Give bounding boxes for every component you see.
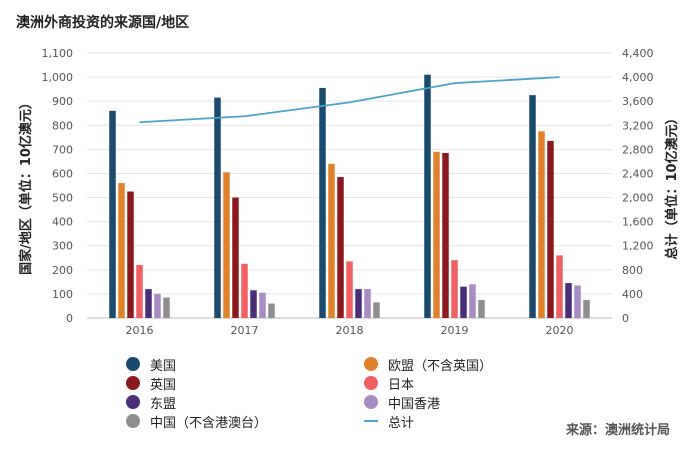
- bar: [163, 297, 170, 318]
- legend: 美国 欧盟（不含英国） 英国 日本 东盟 中国香港 中国（不含港澳台） 总计: [126, 355, 546, 435]
- x-tick-label: 2016: [126, 324, 154, 337]
- bar: [250, 290, 257, 318]
- y2-tick-label: 1,600: [622, 216, 654, 229]
- y2-tick-label: 800: [622, 264, 643, 277]
- y2-tick-label: 4,000: [622, 71, 654, 84]
- x-tick-label: 2020: [546, 324, 574, 337]
- y-tick-label: 300: [52, 240, 73, 253]
- bar: [529, 95, 536, 318]
- legend-swatch-japan: [364, 376, 378, 390]
- bar: [442, 152, 449, 318]
- x-tick-label: 2018: [336, 324, 364, 337]
- bar: [127, 191, 134, 318]
- legend-item-japan: 日本: [364, 374, 415, 393]
- y-tick-label: 0: [66, 312, 73, 325]
- bar: [355, 289, 362, 318]
- legend-swatch-asean: [126, 395, 140, 409]
- y-axis-title: 国家/地区（单位：10亿澳元）: [18, 96, 34, 275]
- bar: [433, 151, 440, 318]
- legend-item-eu: 欧盟（不含英国）: [364, 355, 493, 374]
- y2-tick-label: 2,800: [622, 143, 654, 156]
- bar: [364, 289, 371, 318]
- bar: [469, 284, 476, 318]
- bar: [460, 286, 467, 318]
- bar: [424, 74, 431, 318]
- chart-title: 澳洲外商投资的来源国/地区: [16, 15, 190, 31]
- y2-tick-label: 0: [622, 312, 629, 325]
- legend-item-total: 总计: [364, 412, 415, 431]
- y-tick-label: 900: [52, 95, 73, 108]
- bar: [232, 197, 239, 318]
- legend-label-china: 中国（不含港澳台）: [150, 415, 268, 431]
- bar: [154, 293, 161, 318]
- legend-item-china: 中国（不含港澳台）: [126, 412, 268, 431]
- legend-swatch-us: [126, 357, 140, 371]
- bar: [118, 183, 125, 318]
- legend-item-asean: 东盟: [126, 393, 177, 412]
- legend-label-us: 美国: [150, 358, 177, 374]
- x-tick-label: 2019: [441, 324, 469, 337]
- y-tick-label: 500: [52, 192, 73, 205]
- y2-tick-label: 2,000: [622, 192, 654, 205]
- y2-axis-title: 总计（单位：10亿澳元）: [664, 111, 680, 259]
- y-tick-label: 1,000: [42, 71, 74, 84]
- legend-swatch-hongkong: [364, 395, 378, 409]
- bar: [214, 97, 221, 319]
- bar: [478, 299, 485, 318]
- bar: [145, 289, 152, 318]
- y2-tick-label: 3,600: [622, 95, 654, 108]
- bar: [109, 110, 116, 319]
- x-tick-label: 2017: [231, 324, 259, 337]
- legend-item-hongkong: 中国香港: [364, 393, 441, 412]
- bar: [346, 261, 353, 318]
- legend-line-total: [364, 420, 378, 422]
- bar: [547, 140, 554, 318]
- bar: [574, 285, 581, 318]
- bar: [241, 263, 248, 318]
- y-tick-label: 700: [52, 143, 73, 156]
- y-tick-label: 400: [52, 216, 73, 229]
- bar: [328, 163, 335, 318]
- y-tick-label: 100: [52, 288, 73, 301]
- bar: [337, 177, 344, 318]
- legend-item-us: 美国: [126, 355, 177, 374]
- bar: [373, 302, 380, 318]
- bar: [268, 303, 275, 318]
- y2-tick-label: 400: [622, 288, 643, 301]
- legend-item-uk: 英国: [126, 374, 177, 393]
- y2-tick-label: 3,200: [622, 119, 654, 132]
- total-series-line: [139, 76, 560, 124]
- bar: [556, 255, 563, 318]
- bar: [136, 265, 143, 318]
- y2-tick-label: 1,200: [622, 240, 654, 253]
- legend-label-asean: 东盟: [150, 396, 177, 412]
- bar: [319, 87, 326, 318]
- legend-label-eu: 欧盟（不含英国）: [388, 358, 493, 374]
- legend-swatch-eu: [364, 357, 378, 371]
- bar: [451, 260, 458, 318]
- legend-label-japan: 日本: [388, 377, 415, 393]
- legend-swatch-china: [126, 414, 140, 428]
- bar: [223, 172, 230, 318]
- y-tick-label: 1,100: [42, 47, 74, 60]
- legend-label-total: 总计: [388, 415, 415, 431]
- bar: [565, 283, 572, 318]
- legend-label-uk: 英国: [150, 377, 177, 393]
- bar: [259, 292, 266, 318]
- y-tick-label: 600: [52, 167, 73, 180]
- source-note: 来源：澳洲统计局: [565, 423, 670, 438]
- legend-label-hongkong: 中国香港: [388, 396, 441, 412]
- bar: [583, 299, 590, 318]
- y2-tick-label: 4,400: [622, 47, 654, 60]
- y2-tick-label: 2,400: [622, 167, 654, 180]
- bar: [538, 131, 545, 318]
- y-tick-label: 800: [52, 119, 73, 132]
- y-tick-label: 200: [52, 264, 73, 277]
- legend-swatch-uk: [126, 376, 140, 390]
